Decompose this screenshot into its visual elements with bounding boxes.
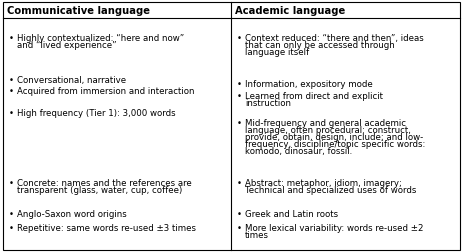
Text: High frequency (Tier 1): 3,000 words: High frequency (Tier 1): 3,000 words	[17, 109, 175, 118]
Text: Learned from direct and explicit: Learned from direct and explicit	[245, 92, 383, 101]
Text: •: •	[237, 92, 242, 101]
Text: instruction: instruction	[245, 99, 291, 108]
Text: Greek and Latin roots: Greek and Latin roots	[245, 210, 338, 218]
Text: transparent (glass, water, cup, coffee): transparent (glass, water, cup, coffee)	[17, 185, 182, 194]
Text: •: •	[9, 210, 14, 218]
Text: frequency, discipline/topic specific words:: frequency, discipline/topic specific wor…	[245, 139, 425, 148]
Text: Context reduced: “there and then”, ideas: Context reduced: “there and then”, ideas	[245, 34, 424, 43]
Text: komodo, dinosaur, fossil.: komodo, dinosaur, fossil.	[245, 146, 352, 155]
Text: Anglo-Saxon word origins: Anglo-Saxon word origins	[17, 210, 127, 218]
Text: Abstract: metaphor, idiom, imagery;: Abstract: metaphor, idiom, imagery;	[245, 178, 402, 187]
Text: •: •	[9, 87, 14, 96]
Text: •: •	[237, 34, 242, 43]
Text: Mid-frequency and general academic: Mid-frequency and general academic	[245, 118, 406, 127]
Text: and “lived experience”: and “lived experience”	[17, 41, 117, 50]
Text: •: •	[237, 210, 242, 218]
Text: •: •	[237, 224, 242, 232]
Text: language itself: language itself	[245, 48, 309, 57]
Text: •: •	[9, 76, 14, 84]
Text: Conversational, narrative: Conversational, narrative	[17, 76, 126, 84]
Text: Repetitive: same words re-used ±3 times: Repetitive: same words re-used ±3 times	[17, 224, 196, 232]
Text: More lexical variability: words re-used ±2: More lexical variability: words re-used …	[245, 224, 424, 232]
Text: •: •	[9, 178, 14, 187]
Text: •: •	[237, 178, 242, 187]
Text: provide, obtain, design, include; and low-: provide, obtain, design, include; and lo…	[245, 132, 423, 141]
Text: times: times	[245, 230, 269, 239]
Text: that can only be accessed through: that can only be accessed through	[245, 41, 395, 50]
Text: Academic language: Academic language	[235, 6, 345, 16]
Text: Information, expository mode: Information, expository mode	[245, 80, 373, 89]
Text: Technical and specialized uses of words: Technical and specialized uses of words	[245, 185, 416, 194]
Text: Communicative language: Communicative language	[7, 6, 150, 16]
Text: •: •	[237, 80, 242, 89]
Text: language, often procedural: construct,: language, often procedural: construct,	[245, 125, 411, 134]
Text: Highly contextualized: “here and now”: Highly contextualized: “here and now”	[17, 34, 184, 43]
Text: •: •	[9, 34, 14, 43]
Text: •: •	[9, 224, 14, 232]
Text: •: •	[237, 118, 242, 127]
Text: •: •	[9, 109, 14, 118]
Text: Concrete: names and the references are: Concrete: names and the references are	[17, 178, 192, 187]
Text: Acquired from immersion and interaction: Acquired from immersion and interaction	[17, 87, 194, 96]
